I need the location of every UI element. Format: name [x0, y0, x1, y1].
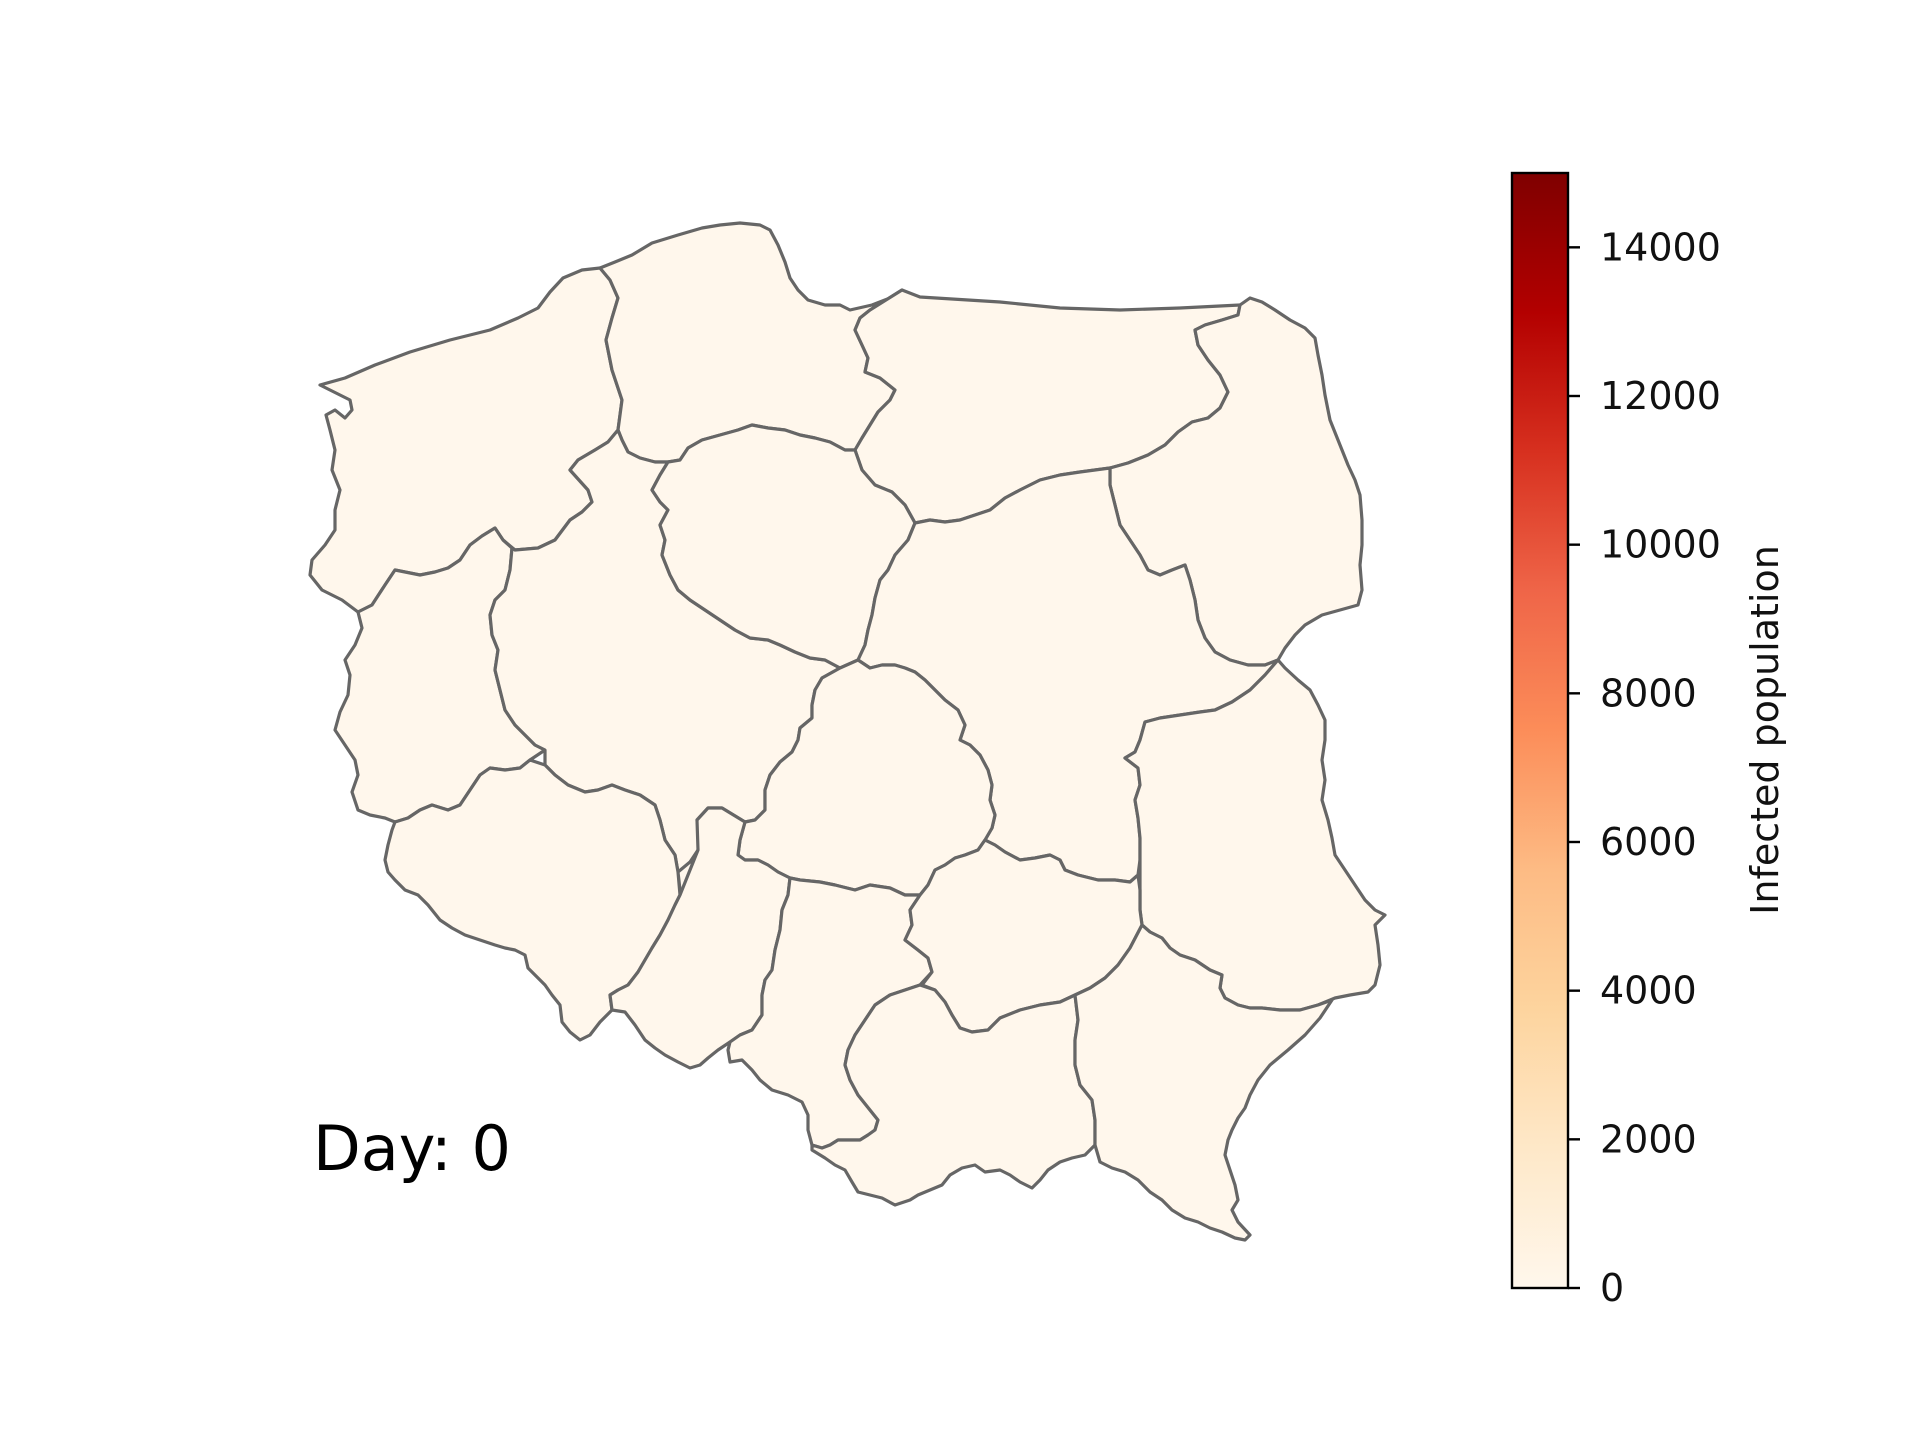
region-lubuskie: [333, 526, 547, 824]
colorbar-tick-label: 14000: [1600, 225, 1721, 269]
day-label: Day: 0: [313, 1112, 511, 1185]
colorbar-tick-label: 10000: [1600, 523, 1721, 567]
colorbar-tick-label: 2000: [1600, 1117, 1697, 1161]
poland-map: [308, 221, 1387, 1242]
colorbar-ticks: 0 2000 4000 6000 8000 10000 12000 14000: [1568, 225, 1721, 1310]
colorbar-tick-label: 12000: [1600, 374, 1721, 418]
colorbar-label: Infected population: [1743, 545, 1787, 915]
colorbar-gradient: [1510, 171, 1570, 1290]
colorbar-tick-label: 4000: [1600, 969, 1697, 1013]
colorbar-tick-label: 8000: [1600, 671, 1697, 715]
region-podkarpackie: [1073, 923, 1334, 1242]
colorbar-tick-label: 6000: [1600, 820, 1697, 864]
colorbar-tick-label: 0: [1600, 1266, 1624, 1310]
colorbar: 0 2000 4000 6000 8000 10000 12000 14000 Infecte…: [1510, 171, 1787, 1310]
region-malopolskie: [810, 983, 1097, 1207]
